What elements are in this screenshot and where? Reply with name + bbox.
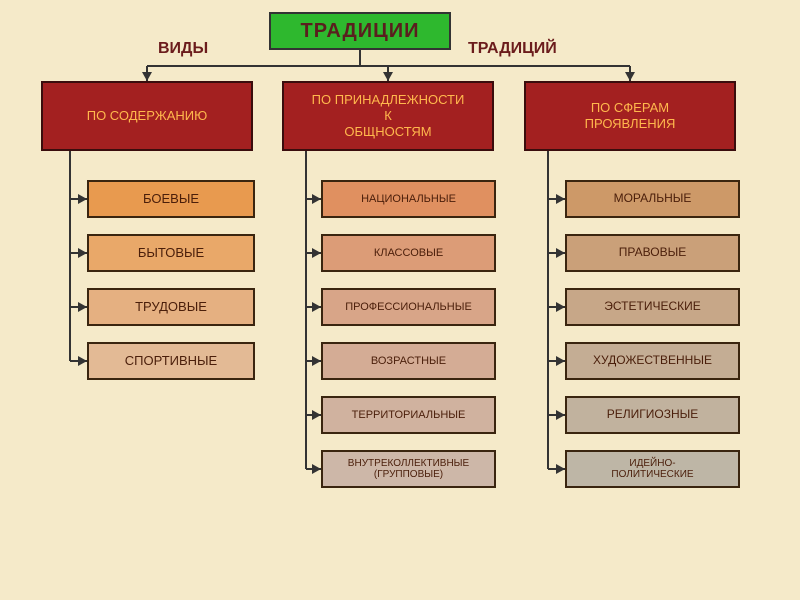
category-box: ПО ПРИНАДЛЕЖНОСТИ К ОБЩНОСТЯМ <box>282 81 494 151</box>
item-label: ТЕРРИТОРИАЛЬНЫЕ <box>352 409 466 422</box>
item-label: ПРОФЕССИОНАЛЬНЫЕ <box>345 301 472 314</box>
item-label: ЭСТЕТИЧЕСКИЕ <box>604 300 700 314</box>
item-box: ВОЗРАСТНЫЕ <box>321 342 496 380</box>
item-label: ВОЗРАСТНЫЕ <box>371 355 446 368</box>
item-box: НАЦИОНАЛЬНЫЕ <box>321 180 496 218</box>
item-box: ХУДОЖЕСТВЕННЫЕ <box>565 342 740 380</box>
side-label-right: ТРАДИЦИЙ <box>468 40 557 58</box>
item-box: ЭСТЕТИЧЕСКИЕ <box>565 288 740 326</box>
item-label: НАЦИОНАЛЬНЫЕ <box>361 193 456 206</box>
item-label: ХУДОЖЕСТВЕННЫЕ <box>593 354 712 368</box>
item-box: БЫТОВЫЕ <box>87 234 255 272</box>
item-box: ПРОФЕССИОНАЛЬНЫЕ <box>321 288 496 326</box>
item-box: РЕЛИГИОЗНЫЕ <box>565 396 740 434</box>
category-label: ПО СОДЕРЖАНИЮ <box>87 108 208 124</box>
item-label: ВНУТРЕКОЛЛЕКТИВНЫЕ (ГРУППОВЫЕ) <box>348 458 469 481</box>
side-label-left-text: ВИДЫ <box>158 40 208 57</box>
item-label: БОЕВЫЕ <box>143 192 199 207</box>
item-box: ПРАВОВЫЕ <box>565 234 740 272</box>
item-label: ПРАВОВЫЕ <box>619 246 686 260</box>
category-box: ПО СФЕРАМ ПРОЯВЛЕНИЯ <box>524 81 736 151</box>
item-box: ИДЕЙНО- ПОЛИТИЧЕСКИЕ <box>565 450 740 488</box>
item-box: БОЕВЫЕ <box>87 180 255 218</box>
item-box: КЛАССОВЫЕ <box>321 234 496 272</box>
root-node: ТРАДИЦИИ <box>269 12 451 50</box>
root-label: ТРАДИЦИИ <box>301 20 420 43</box>
item-label: МОРАЛЬНЫЕ <box>614 192 692 206</box>
item-label: КЛАССОВЫЕ <box>374 247 443 260</box>
category-label: ПО ПРИНАДЛЕЖНОСТИ К ОБЩНОСТЯМ <box>312 92 465 141</box>
category-label: ПО СФЕРАМ ПРОЯВЛЕНИЯ <box>585 100 676 133</box>
side-label-left: ВИДЫ <box>158 40 208 58</box>
item-box: ТРУДОВЫЕ <box>87 288 255 326</box>
item-label: ТРУДОВЫЕ <box>135 300 207 315</box>
item-label: БЫТОВЫЕ <box>138 246 204 261</box>
item-label: СПОРТИВНЫЕ <box>125 354 217 369</box>
item-box: МОРАЛЬНЫЕ <box>565 180 740 218</box>
item-box: ТЕРРИТОРИАЛЬНЫЕ <box>321 396 496 434</box>
category-box: ПО СОДЕРЖАНИЮ <box>41 81 253 151</box>
item-box: СПОРТИВНЫЕ <box>87 342 255 380</box>
item-label: РЕЛИГИОЗНЫЕ <box>607 408 699 422</box>
side-label-right-text: ТРАДИЦИЙ <box>468 40 557 57</box>
item-box: ВНУТРЕКОЛЛЕКТИВНЫЕ (ГРУППОВЫЕ) <box>321 450 496 488</box>
item-label: ИДЕЙНО- ПОЛИТИЧЕСКИЕ <box>611 458 693 481</box>
